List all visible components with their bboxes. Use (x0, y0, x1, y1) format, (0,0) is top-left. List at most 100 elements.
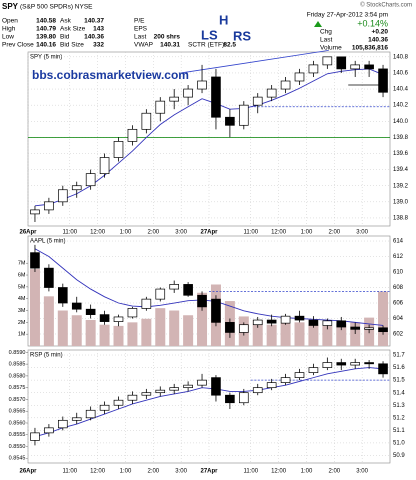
quote-label: VWAP (134, 42, 153, 49)
y-tick-label: 51.6 (393, 365, 405, 371)
y2-tick-label: 1M (18, 332, 26, 338)
volume-bar (71, 315, 82, 346)
candle-body (308, 367, 319, 373)
moving-average (34, 248, 384, 326)
candle-body (211, 298, 221, 323)
x-tick-label: 26Apr (19, 469, 37, 475)
x-tick-label: 11:00 (243, 469, 258, 475)
volume-bar (308, 324, 319, 346)
x-tick-label: 1:00 (120, 469, 132, 475)
change-percent: +0.14% (357, 18, 388, 28)
x-tick-label: 11:00 (62, 469, 77, 475)
volume-bar (350, 322, 361, 346)
candle-body (183, 384, 193, 389)
candle-body (336, 362, 347, 366)
quote-label: Last (134, 34, 146, 41)
quote-label: Chg (320, 29, 332, 36)
moving-average (34, 367, 384, 438)
volume-bar (85, 319, 96, 346)
y2-tick-label: 4M (18, 296, 26, 302)
y-tick-label: 139.2 (393, 183, 409, 189)
y-tick-label: 51.1 (393, 428, 405, 434)
y-tick-label: 139.6 (393, 151, 409, 157)
candle-body (364, 327, 374, 330)
candle-body (155, 389, 166, 394)
y-tick-label: 139.8 (393, 135, 409, 141)
candle-body (280, 315, 291, 324)
y-tick-label: 608 (393, 285, 404, 291)
quote-value: 105,836,816 (352, 45, 389, 52)
quote-label: Bid Size (60, 42, 84, 49)
quote-label: P/E (134, 18, 145, 25)
x-tick-label: 2:00 (147, 469, 159, 475)
y-tick-label: 51.7 (393, 353, 405, 359)
quote-value: 143 (93, 26, 104, 33)
y2-tick-label: 6M (18, 272, 26, 278)
volume-bar (266, 324, 277, 346)
candle-body (266, 88, 277, 98)
candle-body (322, 320, 333, 326)
annotation: H (219, 12, 228, 27)
quote-value: 140.36 (368, 37, 388, 44)
y-tick-label: 139.0 (393, 199, 409, 205)
candle-body (169, 284, 179, 290)
y2-tick-label: 7M (18, 261, 26, 267)
volume-bar (280, 323, 291, 346)
x-tick-label: 12:00 (90, 469, 106, 475)
y-tick-label: 140.4 (393, 87, 409, 93)
panel-title: RSP (5 min) (30, 353, 63, 359)
volume-bar (43, 296, 54, 346)
candle-body (252, 387, 263, 394)
y2-tick-label: 0.8550 (9, 444, 26, 450)
x-tick-label: 2:00 (147, 230, 159, 236)
volume-bar (113, 325, 124, 346)
candle-body (127, 394, 138, 401)
volume-bar (29, 269, 40, 346)
volume-bar (57, 310, 68, 346)
candle-body (99, 404, 110, 411)
x-tick-label: 1:00 (120, 230, 132, 236)
quote-value: 200 shrs (154, 34, 181, 41)
x-tick-label: 2:00 (328, 469, 340, 475)
y-tick-label: 604 (393, 316, 404, 322)
candle-body (364, 362, 374, 365)
quote-value: +0.20 (372, 29, 389, 36)
candle-body (280, 377, 291, 383)
candle-body (155, 100, 166, 114)
volume-bar (141, 318, 152, 346)
candle-body (252, 319, 263, 326)
quote-label: Last (320, 37, 332, 44)
up-arrow (314, 21, 322, 27)
candle-body (169, 387, 179, 391)
candle-body (30, 432, 40, 441)
candle-body (85, 173, 96, 187)
y2-tick-label: 0.8585 (9, 362, 26, 368)
candle-body (308, 64, 319, 74)
candle-body (141, 112, 152, 130)
quote-value: 140.58 (36, 18, 56, 25)
x-tick-label: 3:00 (356, 469, 368, 475)
y2-tick-label: 3M (18, 308, 26, 314)
candle-body (85, 308, 96, 315)
candle-body (71, 302, 82, 310)
candle-body (71, 185, 82, 191)
annotation: LS (201, 27, 218, 42)
annotation: RS (233, 28, 251, 43)
candle-body (113, 141, 124, 158)
quote-value: 140.36 (84, 34, 104, 41)
candle-body (113, 316, 124, 322)
y-tick-label: 602 (393, 332, 404, 338)
candle-body (322, 362, 333, 368)
y2-tick-label: 0.8560 (9, 420, 26, 426)
y-tick-label: 50.9 (393, 453, 405, 459)
y-tick-label: 51.2 (393, 415, 405, 421)
y-tick-label: 610 (393, 270, 404, 276)
quote-label: Bid (60, 34, 70, 41)
candle-body (169, 96, 179, 102)
x-tick-label: 11:00 (243, 230, 258, 236)
quote-value: 332 (93, 42, 104, 49)
y-tick-label: 140.2 (393, 103, 409, 109)
x-tick-label: 26Apr (19, 230, 37, 236)
candle-body (44, 201, 54, 211)
y-tick-label: 606 (393, 301, 404, 307)
